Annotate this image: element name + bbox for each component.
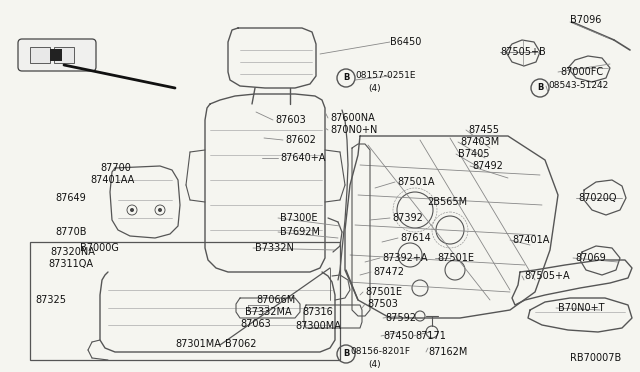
Text: B70N0+T: B70N0+T	[558, 303, 605, 313]
Text: 87472: 87472	[373, 267, 404, 277]
Text: 87503: 87503	[367, 299, 398, 309]
Text: 87063: 87063	[240, 319, 271, 329]
Text: 87501E: 87501E	[437, 253, 474, 263]
Text: 87311QA: 87311QA	[48, 259, 93, 269]
Text: 87301MA: 87301MA	[175, 339, 221, 349]
Text: 87603: 87603	[275, 115, 306, 125]
Text: 87316: 87316	[302, 307, 333, 317]
Text: 2B565M: 2B565M	[427, 197, 467, 207]
Text: 87020Q: 87020Q	[578, 193, 616, 203]
Text: B7405: B7405	[458, 149, 490, 159]
Text: 87300MA: 87300MA	[295, 321, 341, 331]
Text: 08157-0251E: 08157-0251E	[355, 71, 415, 80]
Text: 87505+B: 87505+B	[500, 47, 546, 57]
Text: 87392: 87392	[392, 213, 423, 223]
Text: 8770B: 8770B	[55, 227, 86, 237]
Text: 870N0+N: 870N0+N	[330, 125, 378, 135]
Text: 87325: 87325	[35, 295, 66, 305]
Circle shape	[130, 208, 134, 212]
Text: B7000G: B7000G	[80, 243, 119, 253]
Bar	[54, 47, 74, 63]
Text: (4): (4)	[368, 359, 381, 369]
Text: 08156-8201F: 08156-8201F	[350, 347, 410, 356]
Text: B: B	[343, 74, 349, 83]
Bar	[50, 49, 62, 61]
Text: B: B	[343, 350, 349, 359]
Text: B: B	[537, 83, 543, 93]
Text: 87600NA: 87600NA	[330, 113, 375, 123]
Text: 87455: 87455	[468, 125, 499, 135]
Text: 87592: 87592	[385, 313, 416, 323]
Text: B6450: B6450	[390, 37, 421, 47]
Text: 87401A: 87401A	[512, 235, 549, 245]
Text: 87501E: 87501E	[365, 287, 402, 297]
Text: B7332N: B7332N	[255, 243, 294, 253]
Text: 08543-51242: 08543-51242	[548, 81, 608, 90]
Text: 87700: 87700	[100, 163, 131, 173]
Text: 87505+A: 87505+A	[524, 271, 570, 281]
Text: B7332MA: B7332MA	[245, 307, 292, 317]
Text: (4): (4)	[368, 83, 381, 93]
Text: 87492: 87492	[472, 161, 503, 171]
Text: B7692M: B7692M	[280, 227, 320, 237]
Text: B7300E: B7300E	[280, 213, 317, 223]
Bar	[30, 242, 340, 360]
Text: 87501A: 87501A	[397, 177, 435, 187]
Text: 87000FC: 87000FC	[560, 67, 603, 77]
Text: 87392+A: 87392+A	[382, 253, 428, 263]
Text: 87066M: 87066M	[256, 295, 295, 305]
Text: 87450: 87450	[383, 331, 414, 341]
Text: B7062: B7062	[225, 339, 257, 349]
Text: 87649: 87649	[55, 193, 86, 203]
Text: 87069: 87069	[575, 253, 605, 263]
Text: 87401AA: 87401AA	[90, 175, 134, 185]
Text: 87614: 87614	[400, 233, 431, 243]
Text: RB70007B: RB70007B	[570, 353, 621, 363]
Text: 87171: 87171	[415, 331, 446, 341]
Text: 87162M: 87162M	[428, 347, 467, 357]
Text: 87320NA: 87320NA	[50, 247, 95, 257]
Bar	[30, 47, 50, 63]
FancyBboxPatch shape	[18, 39, 96, 71]
Text: 87602: 87602	[285, 135, 316, 145]
Circle shape	[158, 208, 162, 212]
Text: 87640+A: 87640+A	[280, 153, 325, 163]
Text: B7096: B7096	[570, 15, 602, 25]
Text: 87403M: 87403M	[460, 137, 499, 147]
